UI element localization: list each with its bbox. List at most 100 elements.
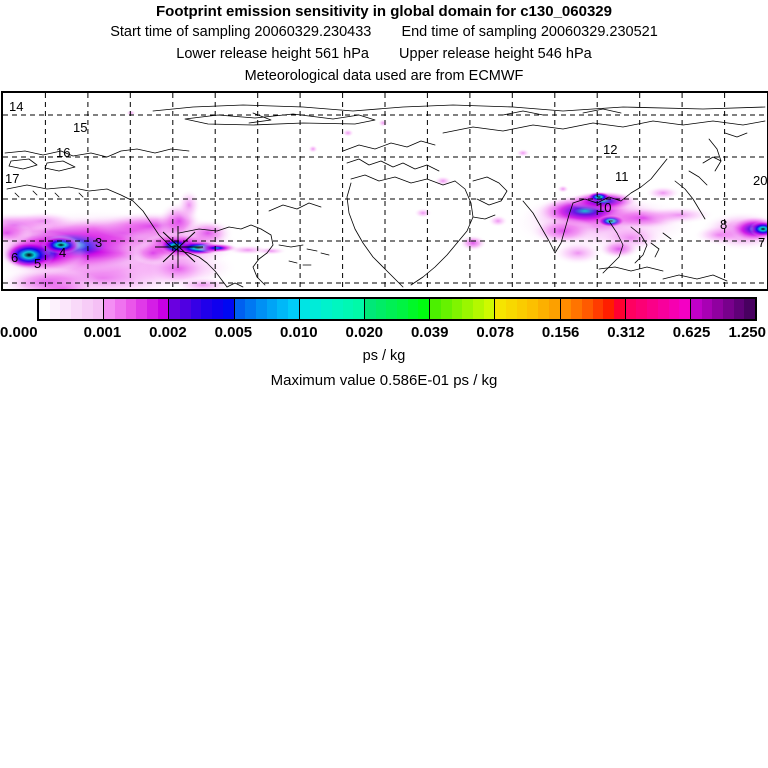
colorbar-cell bbox=[331, 299, 343, 319]
colorbar-cell bbox=[136, 299, 147, 319]
colorbar-cell bbox=[527, 299, 539, 319]
colorbar-cell bbox=[190, 299, 202, 319]
colorbar-cell bbox=[701, 299, 713, 319]
release-crosshair-icon bbox=[155, 226, 203, 268]
colorbar-tick-label: 0.312 bbox=[607, 324, 645, 341]
colorbar-cell bbox=[679, 299, 690, 319]
colorbar-cell bbox=[299, 299, 311, 319]
colorbar-tick-label: 0.156 bbox=[541, 324, 580, 341]
trajectory-time-label: 17 bbox=[5, 171, 20, 186]
colorbar-cell bbox=[49, 299, 61, 319]
colorbar-band bbox=[104, 299, 170, 319]
colorbar-cell bbox=[722, 299, 734, 319]
trajectory-time-label: 10 bbox=[597, 200, 612, 215]
colorbar-cell bbox=[397, 299, 408, 319]
colorbar-cell bbox=[169, 299, 181, 319]
colorbar-cell bbox=[147, 299, 158, 319]
trajectory-time-label: 5 bbox=[34, 256, 42, 271]
lower-release-height-label: Lower release height 561 hPa bbox=[176, 46, 369, 62]
colorbar-band bbox=[495, 299, 561, 319]
colorbar-tick-label: 0.010 bbox=[280, 324, 318, 341]
colorbar-cell bbox=[560, 299, 572, 319]
colorbar-cell bbox=[157, 299, 169, 319]
colorbar-cell bbox=[451, 299, 463, 319]
colorbar-cell bbox=[440, 299, 452, 319]
colorbar-cell bbox=[342, 299, 354, 319]
colorbar-band bbox=[39, 299, 105, 319]
trajectory-time-label: 8 bbox=[720, 217, 728, 232]
colorbar-cell bbox=[668, 299, 680, 319]
colorbar-cell bbox=[180, 299, 191, 319]
colorbar-cell bbox=[483, 299, 495, 319]
colorbar-cell bbox=[222, 299, 234, 319]
colorbar-cell bbox=[92, 299, 104, 319]
colorbar-band bbox=[169, 299, 235, 319]
colorbar-cell bbox=[277, 299, 289, 319]
colorbar-band bbox=[234, 299, 300, 319]
trajectory-time-label: 11 bbox=[615, 169, 629, 184]
trajectory-time-label: 12 bbox=[603, 142, 618, 157]
colorbar-cell bbox=[81, 299, 93, 319]
colorbar-tick-labels: 0.000 0.001 0.002 0.005 0.010 0.020 0.039 0.078… bbox=[0, 324, 768, 344]
map-annotation-layer: 14 15 16 17 6 5 4 3 12 11 10 20 8 7 bbox=[3, 93, 767, 289]
colorbar-cell bbox=[212, 299, 223, 319]
trajectory-time-label: 6 bbox=[11, 250, 19, 265]
colorbar-cell bbox=[104, 299, 115, 319]
colorbar-tick-label: 0.001 bbox=[83, 324, 122, 341]
colorbar-cell bbox=[39, 299, 50, 319]
colorbar[interactable] bbox=[37, 297, 757, 321]
colorbar-cell bbox=[690, 299, 702, 319]
colorbar-tick-label: 1.250 bbox=[728, 324, 766, 341]
colorbar-tick-label: 0.625 bbox=[672, 324, 711, 341]
colorbar-cell bbox=[472, 299, 484, 319]
trajectory-time-label: 20 bbox=[753, 173, 767, 188]
colorbar-cell bbox=[375, 299, 387, 319]
trajectory-time-label: 3 bbox=[95, 235, 103, 250]
trajectory-time-label: 14 bbox=[9, 99, 24, 114]
colorbar-tick-label: 0.000 bbox=[0, 324, 38, 341]
sampling-time-line: Start time of sampling 20060329.230433 E… bbox=[0, 21, 768, 43]
colorbar-cell bbox=[506, 299, 517, 319]
trajectory-time-label: 15 bbox=[73, 120, 88, 135]
colorbar-cell bbox=[614, 299, 625, 319]
colorbar-container bbox=[0, 297, 768, 323]
colorbar-band bbox=[625, 299, 691, 319]
colorbar-cell bbox=[255, 299, 267, 319]
colorbar-cell bbox=[571, 299, 582, 319]
colorbar-band bbox=[299, 299, 365, 319]
colorbar-cell bbox=[245, 299, 256, 319]
colorbar-cell bbox=[386, 299, 398, 319]
colorbar-cell bbox=[60, 299, 72, 319]
colorbar-tick-label: 0.078 bbox=[476, 324, 514, 341]
colorbar-cell bbox=[364, 299, 376, 319]
colorbar-cell bbox=[201, 299, 213, 319]
colorbar-cell bbox=[288, 299, 299, 319]
end-time-label: End time of sampling 20060329.230521 bbox=[401, 24, 658, 40]
page-title: Footprint emission sensitivity in global… bbox=[156, 3, 612, 20]
maximum-value-label: Maximum value 0.586E-01 ps / kg bbox=[270, 372, 498, 389]
trajectory-time-label: 16 bbox=[56, 145, 71, 160]
figure-header: Footprint emission sensitivity in global… bbox=[0, 0, 768, 87]
colorbar-cell bbox=[418, 299, 430, 319]
colorbar-cell bbox=[266, 299, 278, 319]
colorbar-cell bbox=[636, 299, 648, 319]
colorbar-cell bbox=[71, 299, 82, 319]
colorbar-cell bbox=[657, 299, 669, 319]
colorbar-cell bbox=[430, 299, 441, 319]
colorbar-band bbox=[430, 299, 496, 319]
map-panel: 14 15 16 17 6 5 4 3 12 11 10 20 8 7 bbox=[1, 91, 768, 291]
colorbar-tick-label: 0.005 bbox=[214, 324, 253, 341]
colorbar-cell bbox=[234, 299, 246, 319]
colorbar-tick-label: 0.002 bbox=[149, 324, 187, 341]
colorbar-tick-label: 0.039 bbox=[410, 324, 449, 341]
colorbar-cell bbox=[581, 299, 593, 319]
colorbar-cell bbox=[538, 299, 549, 319]
map-gridlines bbox=[3, 93, 767, 289]
colorbar-cell bbox=[625, 299, 637, 319]
colorbar-cell bbox=[114, 299, 126, 319]
colorbar-cell bbox=[712, 299, 723, 319]
colorbar-band bbox=[364, 299, 431, 319]
colorbar-unit-label: ps / kg bbox=[362, 348, 406, 364]
colorbar-cell bbox=[548, 299, 560, 319]
colorbar-cell bbox=[733, 299, 745, 319]
